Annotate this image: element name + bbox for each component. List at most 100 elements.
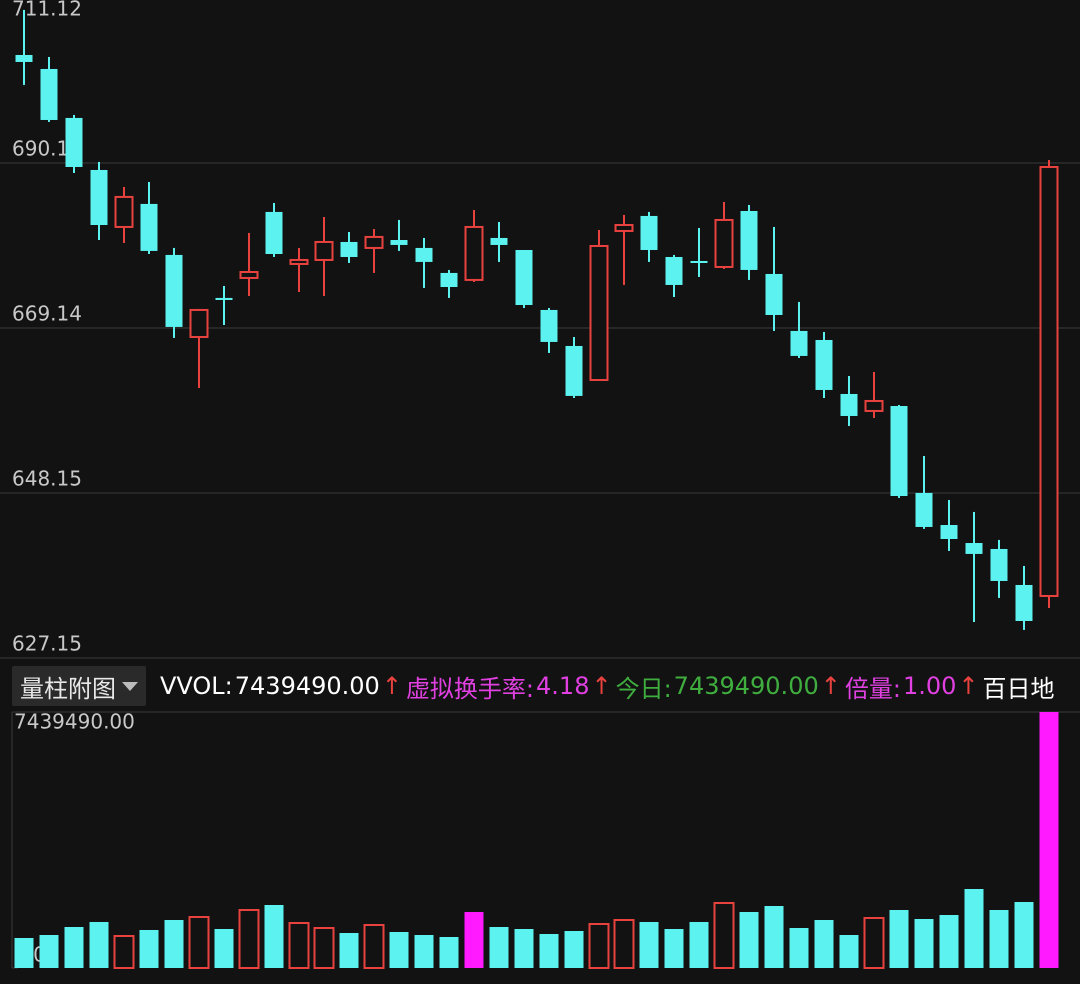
volume-bar — [164, 920, 184, 968]
candle-body — [1015, 584, 1033, 621]
volume-bar — [689, 921, 709, 968]
subchart-title: 量柱附图 — [20, 674, 116, 703]
volume-bar — [139, 930, 159, 968]
candle-body — [490, 237, 508, 245]
indicator-name: 倍量: — [844, 674, 901, 703]
volume-bar — [814, 920, 834, 968]
y-tick-label: 648.15 — [12, 466, 82, 490]
volume-bar — [14, 938, 34, 968]
indicator-trend: ↑ — [381, 672, 402, 700]
indicator-value: 1.00 — [902, 672, 957, 700]
candle-body — [614, 223, 634, 232]
volume-bar — [564, 931, 584, 968]
indicator-name: 今日: — [615, 674, 672, 703]
volume-bar — [89, 921, 109, 968]
volume-bar — [664, 928, 684, 968]
indicator-value: 7439490.00 — [234, 672, 380, 700]
candle-body — [690, 260, 708, 263]
candle-body — [15, 54, 33, 62]
candle-body — [440, 272, 458, 288]
volume-bar — [264, 905, 284, 968]
candle-body — [415, 247, 433, 262]
volume-bar — [414, 934, 434, 968]
volume-bar — [363, 924, 385, 969]
volume-bar — [713, 902, 735, 970]
candle-body — [540, 309, 558, 342]
volume-bar — [789, 928, 809, 968]
volume-bar — [464, 911, 484, 968]
volume-bar — [939, 915, 959, 968]
indicator-trend: ↑ — [958, 672, 979, 700]
volume-bar — [389, 931, 409, 968]
candle-body — [314, 240, 334, 261]
volume-bar — [914, 918, 934, 968]
volume-bar — [839, 934, 859, 968]
candle-body — [90, 169, 108, 225]
volume-bar — [613, 919, 635, 969]
candle-body — [40, 68, 58, 120]
candle-body — [464, 225, 484, 281]
candle-body — [215, 297, 233, 300]
y-tick-label: 7439490.00 — [14, 710, 135, 734]
candle-body — [890, 406, 908, 497]
volume-bar — [1014, 901, 1034, 968]
candle-body — [714, 218, 734, 268]
candle-body — [114, 195, 134, 228]
candle-body — [189, 308, 209, 338]
volume-bar — [539, 933, 559, 968]
candle-body — [940, 525, 958, 540]
candle-body — [65, 117, 83, 167]
candle-body — [640, 215, 658, 250]
volume-bar — [288, 922, 310, 970]
candle-body — [740, 211, 758, 270]
candle-body — [239, 270, 259, 279]
volume-bar — [863, 917, 885, 969]
candle-body — [515, 249, 533, 306]
candle-body — [815, 339, 833, 390]
y-tick-label: 711.12 — [12, 0, 82, 21]
y-tick-label: 627.15 — [12, 632, 82, 656]
candle-body — [340, 241, 358, 257]
candle-body — [915, 492, 933, 527]
volume-bar — [588, 922, 610, 970]
candle-body — [840, 393, 858, 416]
volume-bar — [889, 910, 909, 968]
volume-bar — [64, 926, 84, 968]
candle-body — [565, 345, 583, 396]
volume-bar — [1039, 712, 1059, 968]
volume-bar — [214, 928, 234, 968]
candle-body — [140, 203, 158, 251]
candle-body — [765, 273, 783, 315]
volume-bar — [188, 915, 210, 969]
candle-body — [965, 543, 983, 554]
subchart-select[interactable]: 量柱附图 — [12, 666, 146, 706]
indicator-bar: 量柱附图 VVOL: 7439490.00 ↑ 虚拟换手率: 4.18 ↑ 今日: 74394… — [12, 666, 1080, 706]
volume-bar — [964, 888, 984, 968]
candle-body — [589, 244, 609, 381]
indicator-trend: ↑ — [820, 672, 841, 700]
candle-body — [864, 399, 884, 412]
volume-bar — [439, 936, 459, 968]
volume-bar — [113, 935, 135, 969]
volume-bar — [238, 909, 260, 969]
volume-bar — [514, 928, 534, 968]
volume-bar — [313, 927, 335, 969]
candle-body — [265, 211, 283, 254]
candle-body — [1039, 165, 1059, 597]
volume-bar — [39, 934, 59, 968]
indicator-name: 虚拟换手率: — [405, 674, 535, 703]
candle-body — [165, 254, 183, 327]
candle-body — [364, 235, 384, 249]
indicator-trend: ↑ — [591, 672, 612, 700]
volume-bar — [989, 910, 1009, 968]
indicator-value: 7439490.00 — [673, 672, 819, 700]
volume-bar — [764, 905, 784, 968]
volume-bar — [639, 921, 659, 968]
indicator-name: VVOL: — [160, 672, 233, 700]
volume-bar — [489, 926, 509, 968]
candle-body — [289, 258, 309, 265]
candle-body — [390, 240, 408, 245]
y-tick-label: 669.14 — [12, 301, 82, 325]
